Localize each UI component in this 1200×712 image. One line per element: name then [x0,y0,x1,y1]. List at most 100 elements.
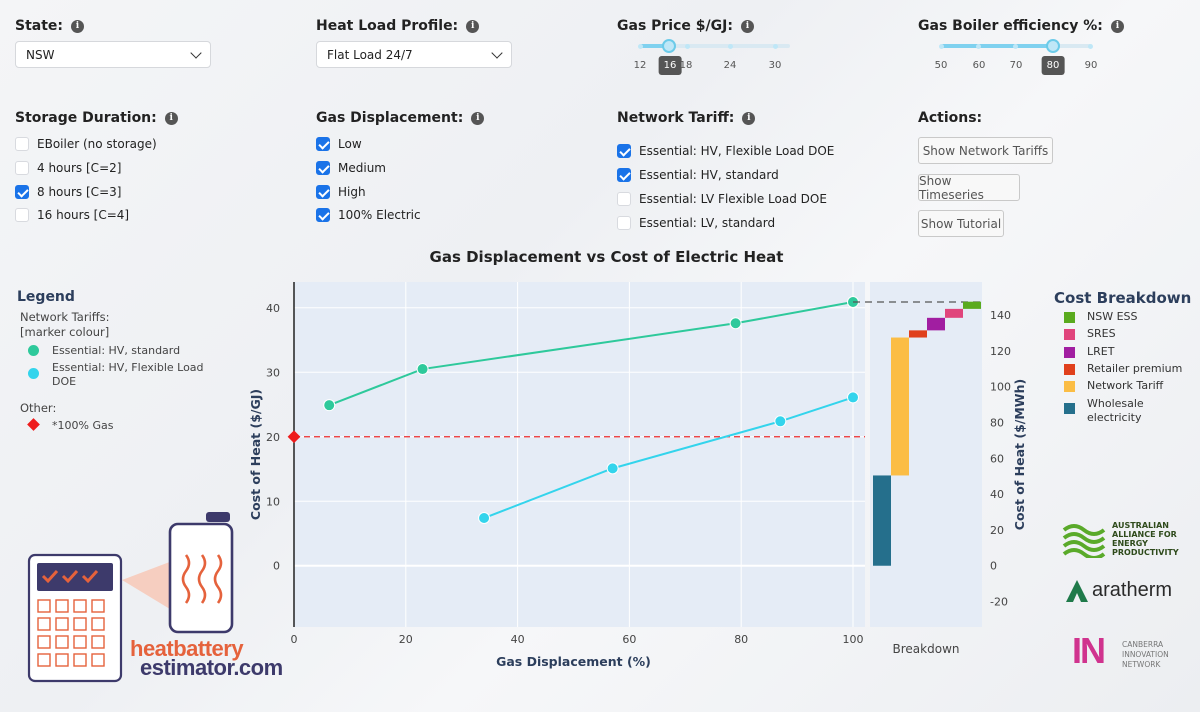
breakdown-legend-label: SRES [1087,327,1116,340]
y-tick-label: 20 [266,431,280,444]
heat-load-select[interactable]: Flat Load 24/7 [316,41,512,68]
slider-tick-label: 12 [633,60,647,71]
breakdown-bar [891,337,909,476]
slider-tick-label: 50 [934,60,948,71]
info-icon[interactable]: i [1110,19,1124,33]
checkbox-label: 16 hours [C=4] [37,208,130,222]
storage-option[interactable]: 16 hours [C=4] [15,208,129,222]
info-icon[interactable]: i [742,111,756,125]
y-tick-label: 40 [266,302,280,315]
gas-price-label: Gas Price $/GJ: i [617,18,754,34]
aaep-logo-text: AUSTRALIAN ALLIANCE FOR ENERGY PRODUCTIV… [1112,521,1179,557]
breakdown-legend-item: Network Tariff [1064,379,1163,392]
gas-displacement-option[interactable]: 100% Electric [316,208,421,222]
checkbox[interactable] [316,161,330,175]
gas-displacement-option[interactable]: Low [316,137,362,151]
gas-displacement-option[interactable]: High [316,185,366,199]
legend-swatch [1064,403,1075,414]
storage-option[interactable]: EBoiler (no storage) [15,137,157,151]
breakdown-legend-label: Wholesale electricity [1087,397,1144,424]
network-tariff-label-text: Network Tariff: [617,110,735,126]
show-tutorial-button[interactable]: Show Tutorial [918,210,1004,237]
x-tick-label: 20 [399,633,413,646]
state-label: State: i [15,18,85,34]
legend-item-label: Essential: HV, standard [52,344,181,357]
x-tick-label: 60 [622,633,636,646]
legend-swatch [1064,381,1075,392]
slider-track[interactable] [640,44,790,48]
show-network-tariffs-button[interactable]: Show Network Tariffs [918,137,1053,164]
checkbox-label: Essential: HV, standard [639,168,779,182]
checkbox-label: High [338,185,366,199]
series-line [328,301,854,407]
series-point [774,415,787,428]
slider-tick-label: 24 [723,60,737,71]
info-icon[interactable]: i [740,19,754,33]
cin-logo-mark: IN [1072,630,1106,671]
breakdown-bar [963,301,981,309]
chart-title: Gas Displacement vs Cost of Electric Hea… [429,248,784,266]
x-tick-label: 100 [843,633,864,646]
legend-subtitle: Network Tariffs: [marker colour] [20,310,110,339]
info-icon[interactable]: i [466,19,480,33]
check-marks-icon [41,569,99,584]
checkbox-label: Essential: LV Flexible Load DOE [639,192,827,206]
slider-value-badge: 80 [1041,56,1065,75]
slider-handle[interactable] [662,39,676,53]
info-icon[interactable]: i [164,111,178,125]
y2-tick-label: 0 [990,560,997,573]
network-tariff-option[interactable]: Essential: HV, standard [617,168,779,182]
breakdown-legend-label: NSW ESS [1087,310,1138,323]
info-icon[interactable]: i [471,111,485,125]
gas-price-label-text: Gas Price $/GJ: [617,18,733,34]
state-select[interactable]: NSW [15,41,211,68]
checkbox[interactable] [15,208,29,222]
y2-tick-label: 20 [990,524,1004,537]
calculator-screen [37,563,113,591]
x-axis-title: Gas Displacement (%) [496,654,651,669]
breakdown-legend-item: LRET [1064,345,1114,358]
gas-reference-marker [287,430,301,444]
legend-title: Legend [17,289,75,305]
actions-label-text: Actions: [918,110,983,126]
aratherm-logo-text: aratherm [1092,579,1173,601]
checkbox[interactable] [617,216,631,230]
checkbox[interactable] [316,185,330,199]
heat-waves-icon [181,554,223,604]
checkbox[interactable] [617,168,631,182]
x-tick-label: 40 [511,633,525,646]
checkbox[interactable] [617,144,631,158]
slider-value-badge: 16 [658,56,682,75]
checkbox-label: 8 hours [C=3] [37,185,122,199]
info-icon[interactable]: i [71,19,85,33]
checkbox[interactable] [316,137,330,151]
y2-tick-label: 140 [990,309,1011,322]
series-point [416,363,429,376]
checkbox[interactable] [15,161,29,175]
y2-tick-label: 120 [990,345,1011,358]
checkbox[interactable] [15,137,29,151]
network-tariff-option[interactable]: Essential: LV, standard [617,216,775,230]
state-label-text: State: [15,18,64,34]
logo-text-heatbattery: heatbattery [130,636,244,661]
y2-tick-label: 40 [990,488,1004,501]
slider-tick-label: 18 [679,60,693,71]
network-tariff-option[interactable]: Essential: HV, Flexible Load DOE [617,144,834,158]
heat-load-select-value: Flat Load 24/7 [327,47,413,62]
storage-option[interactable]: 8 hours [C=3] [15,185,121,199]
heat-load-label-text: Heat Load Profile: [316,18,459,34]
storage-option[interactable]: 4 hours [C=2] [15,161,121,175]
slider-fill [941,44,1053,48]
gas-displacement-option[interactable]: Medium [316,161,386,175]
checkbox-label: Essential: HV, Flexible Load DOE [639,144,835,158]
legend-marker [28,368,39,379]
checkbox[interactable] [15,185,29,199]
checkbox[interactable] [617,192,631,206]
show-timeseries-button[interactable]: Show Timeseries [918,174,1020,202]
y2-tick-label: 80 [990,416,1004,429]
checkbox-label: Essential: LV, standard [639,216,776,230]
network-tariff-option[interactable]: Essential: LV Flexible Load DOE [617,192,827,206]
slider-handle[interactable] [1046,39,1060,53]
slider-tick-label: 60 [972,60,986,71]
checkbox[interactable] [316,208,330,222]
